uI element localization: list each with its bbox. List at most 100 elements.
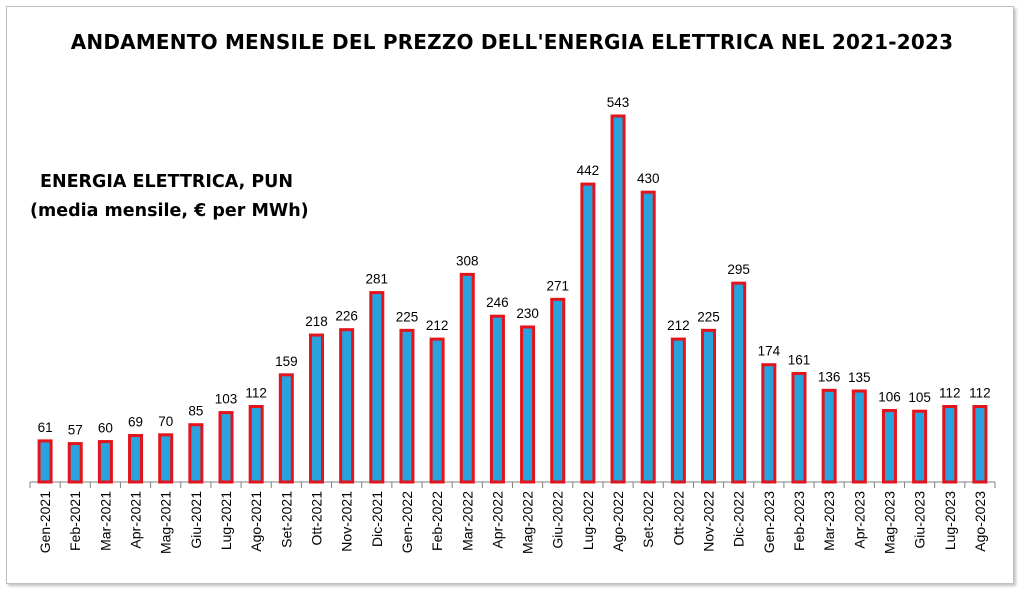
- value-label-Mar-2023: 136: [818, 369, 841, 384]
- bar-Giu-2023: [912, 409, 928, 484]
- value-label-Dic-2021: 281: [366, 272, 389, 287]
- category-label-Set-2021: Set-2021: [278, 491, 294, 548]
- bar-Apr-2023: [851, 389, 867, 484]
- category-label-Ago-2023: Ago-2023: [972, 491, 988, 552]
- bar-Gen-2023: [761, 363, 777, 484]
- value-label-Gen-2021: 61: [38, 420, 53, 435]
- bar-Ago-2021: [248, 405, 264, 484]
- value-label-Dic-2022: 295: [727, 262, 750, 277]
- category-label-Nov-2021: Nov-2021: [339, 491, 355, 552]
- value-label-Ago-2021: 112: [245, 386, 267, 401]
- value-label-Nov-2021: 226: [335, 309, 358, 324]
- value-label-Ago-2022: 543: [607, 95, 630, 110]
- bar-Giu-2022: [550, 297, 566, 484]
- value-label-Set-2022: 430: [637, 171, 660, 186]
- bar-Gen-2022: [399, 328, 415, 484]
- bar-Apr-2021: [128, 433, 144, 484]
- bar-Feb-2023: [791, 371, 807, 484]
- value-label-Mag-2022: 230: [516, 306, 539, 321]
- value-label-Lug-2023: 112: [939, 386, 961, 401]
- value-label-Lug-2022: 442: [577, 163, 600, 178]
- category-label-Gen-2022: Gen-2022: [399, 491, 415, 553]
- value-label-Mar-2021: 60: [98, 421, 113, 436]
- category-label-Ago-2022: Ago-2022: [610, 491, 626, 552]
- bar-Mar-2022: [459, 272, 475, 484]
- value-label-Giu-2023: 105: [908, 390, 931, 405]
- bar-Ott-2021: [308, 333, 324, 484]
- value-label-Apr-2022: 246: [486, 295, 509, 310]
- bar-Apr-2022: [489, 314, 505, 484]
- category-label-Giu-2023: Giu-2023: [912, 491, 928, 549]
- bar-Feb-2022: [429, 337, 445, 484]
- bar-Mag-2021: [158, 433, 174, 484]
- value-label-Nov-2022: 225: [697, 309, 720, 324]
- chart-annotation-line1: ENERGIA ELETTRICA, PUN: [40, 172, 293, 192]
- category-label-Feb-2023: Feb-2023: [791, 491, 807, 551]
- category-label-Mag-2023: Mag-2023: [881, 491, 897, 554]
- value-label-Lug-2021: 103: [215, 392, 238, 407]
- category-label-Lug-2022: Lug-2022: [580, 491, 596, 550]
- bar-Nov-2022: [701, 328, 717, 484]
- chart-title: ANDAMENTO MENSILE DEL PREZZO DELL'ENERGI…: [70, 30, 954, 54]
- value-label-Giu-2021: 85: [188, 404, 203, 419]
- category-label-Ago-2021: Ago-2021: [248, 491, 264, 552]
- bar-Lug-2021: [218, 411, 234, 484]
- category-label-Lug-2021: Lug-2021: [218, 491, 234, 550]
- category-label-Gen-2023: Gen-2023: [761, 491, 777, 553]
- chart-frame: [6, 6, 1014, 584]
- category-label-Mag-2022: Mag-2022: [520, 491, 536, 554]
- value-label-Giu-2022: 271: [546, 278, 569, 293]
- value-label-Apr-2021: 69: [128, 414, 143, 429]
- category-label-Apr-2023: Apr-2023: [851, 491, 867, 549]
- category-label-Dic-2022: Dic-2022: [731, 491, 747, 547]
- value-label-Mag-2021: 70: [158, 414, 173, 429]
- category-label-Ott-2021: Ott-2021: [308, 491, 324, 546]
- bar-Gen-2021: [37, 439, 53, 484]
- category-label-Giu-2022: Giu-2022: [550, 491, 566, 549]
- bar-Feb-2021: [67, 442, 83, 484]
- bar-Ago-2022: [610, 114, 626, 484]
- category-label-Set-2022: Set-2022: [640, 491, 656, 548]
- value-label-Ago-2023: 112: [969, 386, 991, 401]
- value-label-Ott-2021: 218: [305, 314, 328, 329]
- category-label-Gen-2021: Gen-2021: [37, 491, 53, 553]
- category-label-Mag-2021: Mag-2021: [158, 491, 174, 554]
- value-label-Mar-2022: 308: [456, 253, 479, 268]
- bar-Lug-2023: [942, 405, 958, 484]
- value-label-Feb-2021: 57: [68, 423, 83, 438]
- bar-Ott-2022: [670, 337, 686, 484]
- category-label-Apr-2021: Apr-2021: [128, 491, 144, 549]
- value-label-Ott-2022: 212: [667, 318, 690, 333]
- value-label-Gen-2022: 225: [396, 309, 419, 324]
- category-label-Mar-2022: Mar-2022: [459, 491, 475, 551]
- category-label-Mar-2021: Mar-2021: [97, 491, 113, 551]
- bar-Mag-2023: [881, 409, 897, 484]
- bar-Mar-2021: [97, 440, 113, 484]
- value-label-Set-2021: 159: [275, 354, 298, 369]
- category-label-Feb-2021: Feb-2021: [67, 491, 83, 551]
- value-label-Apr-2023: 135: [848, 370, 871, 385]
- category-label-Mar-2023: Mar-2023: [821, 491, 837, 551]
- value-label-Mag-2023: 106: [878, 390, 901, 405]
- bar-Mar-2023: [821, 388, 837, 484]
- bar-Set-2022: [640, 190, 656, 484]
- value-label-Feb-2023: 161: [788, 352, 811, 367]
- value-label-Feb-2022: 212: [426, 318, 449, 333]
- category-label-Ott-2022: Ott-2022: [670, 491, 686, 546]
- bar-Giu-2021: [188, 423, 204, 484]
- bar-Ago-2023: [972, 405, 988, 484]
- bar-Dic-2021: [369, 291, 385, 484]
- chart-annotation-line2: (media mensile, € per MWh): [30, 201, 309, 221]
- bar-Nov-2021: [339, 328, 355, 484]
- category-label-Nov-2022: Nov-2022: [701, 491, 717, 552]
- bar-Lug-2022: [580, 182, 596, 484]
- value-label-Gen-2023: 174: [758, 344, 781, 359]
- category-label-Feb-2022: Feb-2022: [429, 491, 445, 551]
- category-label-Giu-2021: Giu-2021: [188, 491, 204, 549]
- bar-Set-2021: [278, 373, 294, 484]
- category-label-Apr-2022: Apr-2022: [489, 491, 505, 549]
- bar-Mag-2022: [520, 325, 536, 484]
- category-label-Lug-2023: Lug-2023: [942, 491, 958, 550]
- category-label-Dic-2021: Dic-2021: [369, 491, 385, 547]
